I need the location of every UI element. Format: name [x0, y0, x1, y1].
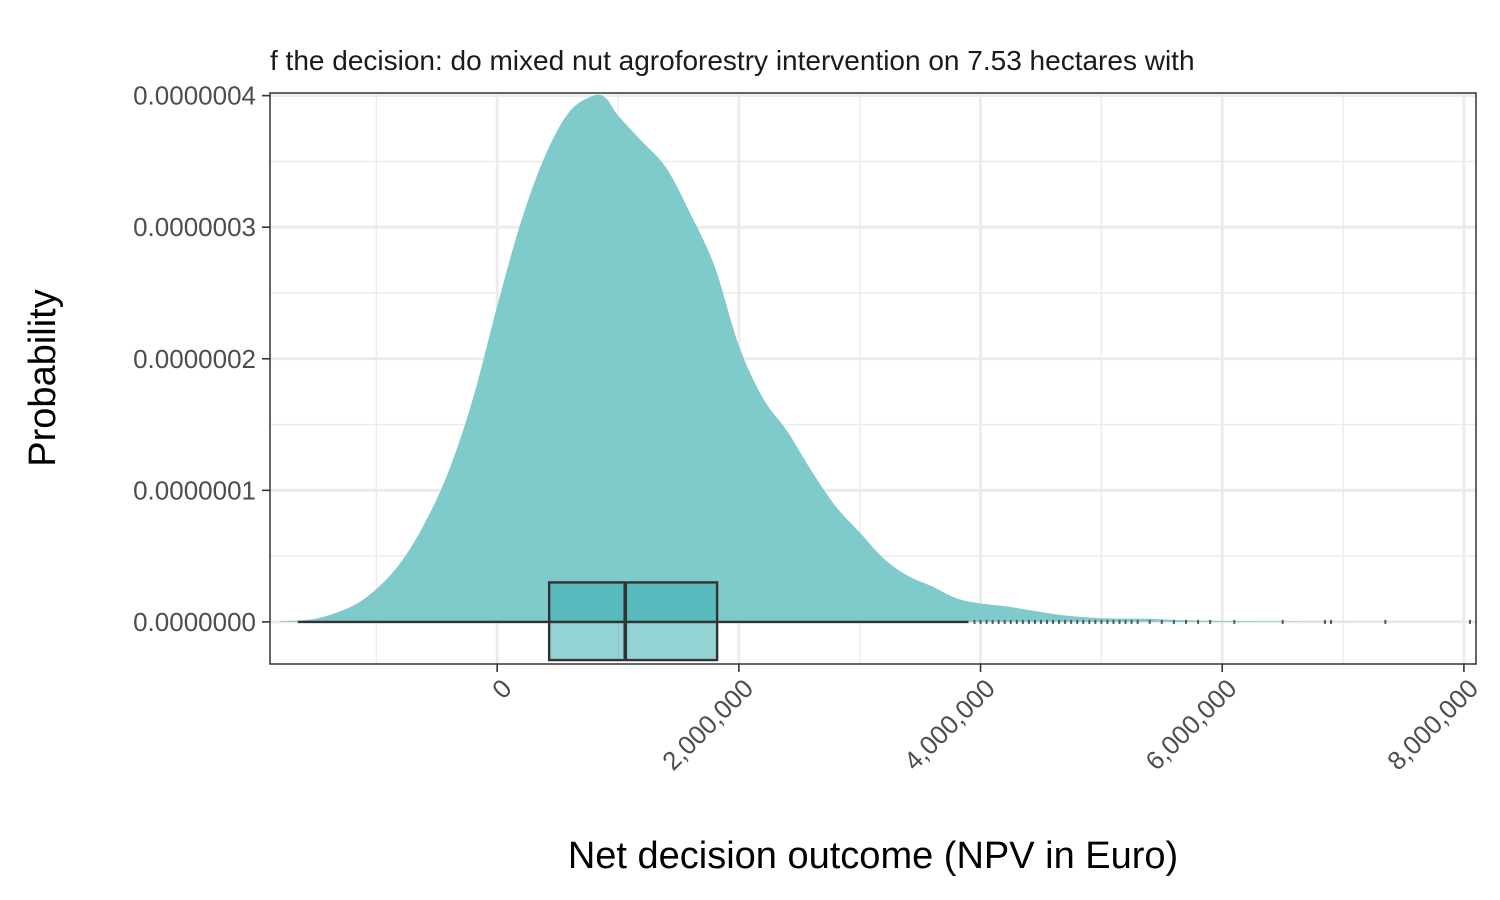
y-axis: 0.0000000 0.0000001 0.0000002 0.0000003 0.00… — [133, 81, 270, 637]
x-tick-label: 4,000,000 — [898, 673, 1001, 776]
x-tick-label: 0 — [486, 673, 517, 704]
y-tick-label: 0.0000003 — [133, 212, 256, 242]
x-axis-title: Net decision outcome (NPV in Euro) — [568, 835, 1178, 877]
x-tick-label: 2,000,000 — [656, 673, 759, 776]
panel-border — [269, 92, 1477, 665]
y-tick-label: 0.0000004 — [133, 81, 256, 111]
y-tick-label: 0.0000000 — [133, 607, 256, 637]
y-tick-label: 0.0000001 — [133, 475, 256, 505]
x-tick-label: 6,000,000 — [1139, 673, 1242, 776]
plot-panel — [269, 92, 1477, 665]
density-area — [279, 94, 1476, 622]
outlier-ticks — [973, 619, 1471, 624]
plot-title: f the decision: do mixed nut agroforestr… — [270, 45, 1195, 76]
boxplot — [297, 581, 969, 662]
x-tick-label: 8,000,000 — [1381, 673, 1484, 776]
y-tick-label: 0.0000002 — [133, 344, 256, 374]
x-axis: 0 2,000,000 4,000,000 6,000,000 8,000,000 — [486, 664, 1484, 776]
y-axis-title: Probability — [22, 289, 64, 466]
